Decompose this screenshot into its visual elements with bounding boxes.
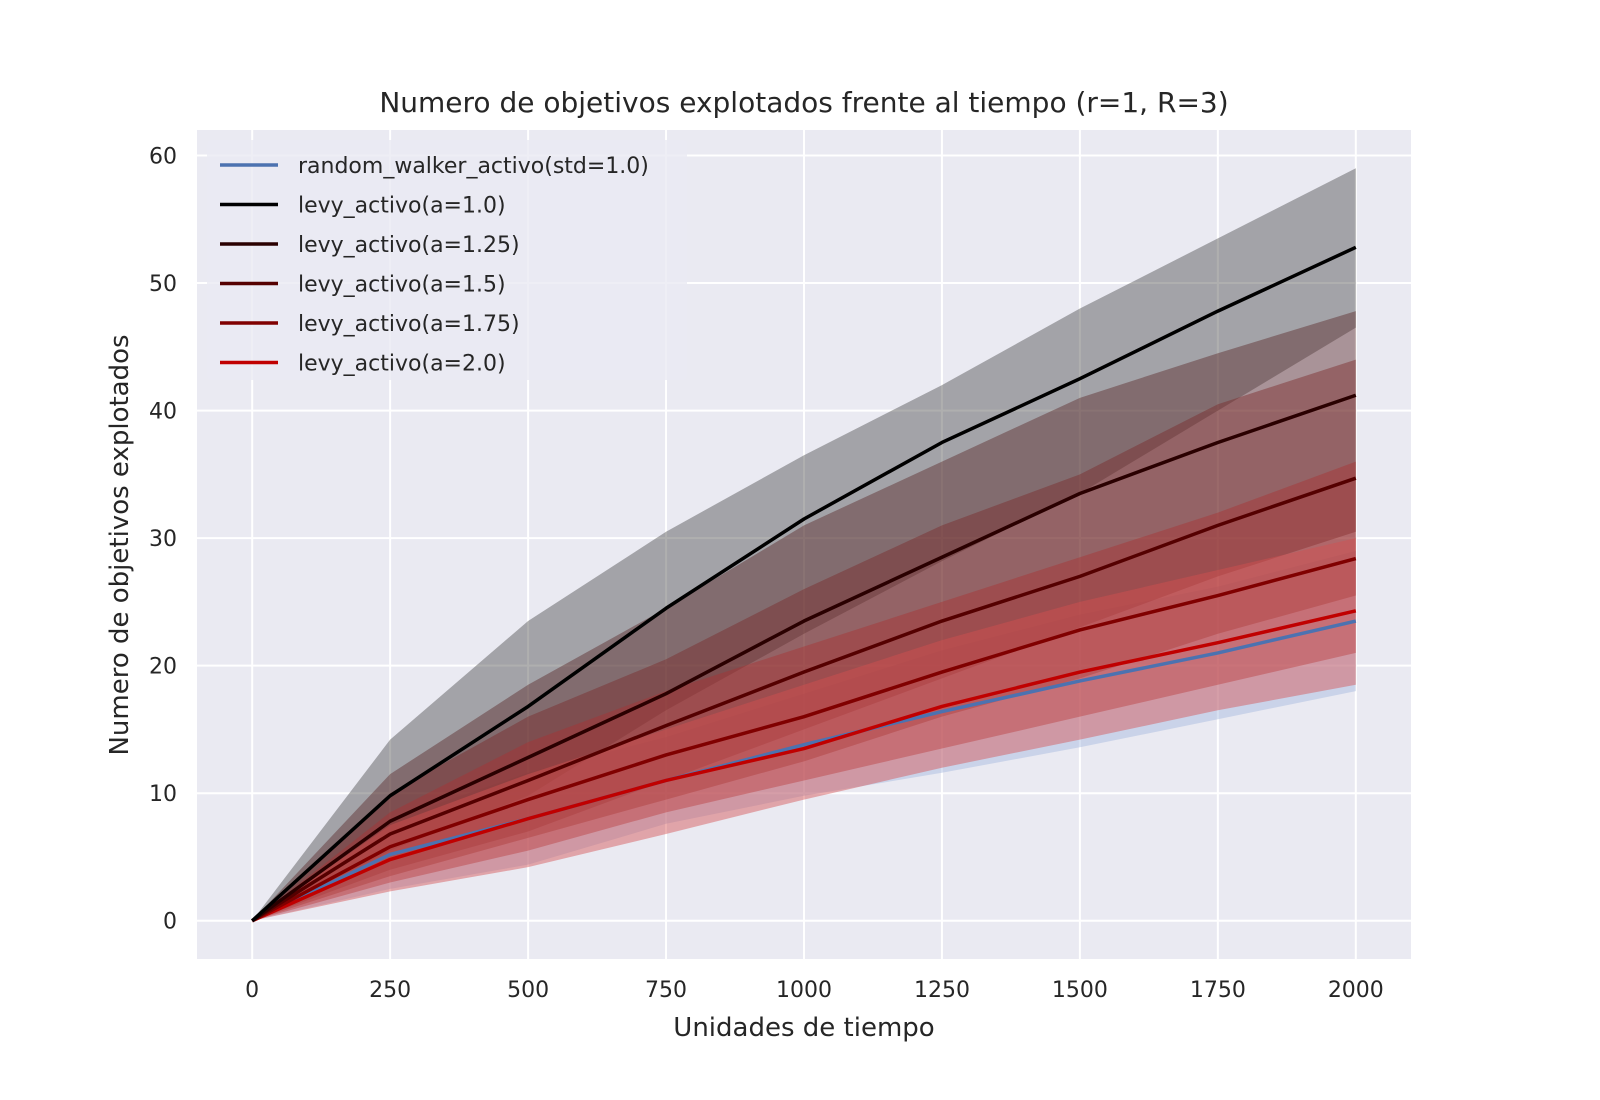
series-line (251, 393, 1357, 923)
x-axis-label: Unidades de tiempo (673, 1013, 934, 1043)
series-line (251, 556, 1357, 923)
y-tick-label: 10 (149, 782, 177, 807)
series-line (251, 476, 1357, 923)
legend-label: levy_activo(a=1.5) (298, 273, 506, 298)
x-tick-label: 1750 (1190, 978, 1246, 1003)
y-tick-label: 30 (149, 527, 177, 552)
chart-title: Numero de objetivos explotados frente al… (379, 86, 1228, 119)
confidence-band (252, 168, 1356, 921)
legend-label: levy_activo(a=1.0) (298, 194, 506, 219)
x-tick-label: 500 (507, 978, 549, 1003)
x-tick-label: 1250 (914, 978, 970, 1003)
y-axis-label: Numero de objetivos explotados (105, 334, 135, 755)
series-line (251, 245, 1357, 923)
series-lines (251, 245, 1357, 923)
legend-label: levy_activo(a=1.75) (298, 312, 520, 337)
y-tick-label: 20 (149, 655, 177, 680)
legend-label: levy_activo(a=2.0) (298, 352, 506, 377)
series-line (251, 609, 1357, 923)
y-tick-label: 0 (163, 910, 177, 935)
y-tick-label: 40 (149, 400, 177, 425)
legend-frame (207, 140, 687, 380)
x-tick-labels: 0 250 500 750 1000 1250 1500 1750 2000 (245, 978, 1384, 1003)
series-line (251, 619, 1357, 923)
confidence-band (252, 538, 1356, 921)
confidence-band (252, 550, 1356, 921)
x-tick-label: 750 (645, 978, 687, 1003)
x-tick-label: 2000 (1328, 978, 1384, 1003)
confidence-band (252, 311, 1356, 921)
legend-label: random_walker_activo(std=1.0) (298, 154, 649, 179)
legend-label: levy_activo(a=1.25) (298, 233, 520, 258)
y-tick-label: 60 (149, 145, 177, 170)
y-tick-labels: 0 10 20 30 40 50 60 (149, 145, 177, 935)
x-tick-label: 1500 (1052, 978, 1108, 1003)
x-tick-label: 250 (369, 978, 411, 1003)
legend: random_walker_activo(std=1.0) levy_activo… (207, 140, 687, 380)
y-tick-label: 50 (149, 272, 177, 297)
x-tick-label: 1000 (776, 978, 832, 1003)
x-tick-label: 0 (245, 978, 259, 1003)
